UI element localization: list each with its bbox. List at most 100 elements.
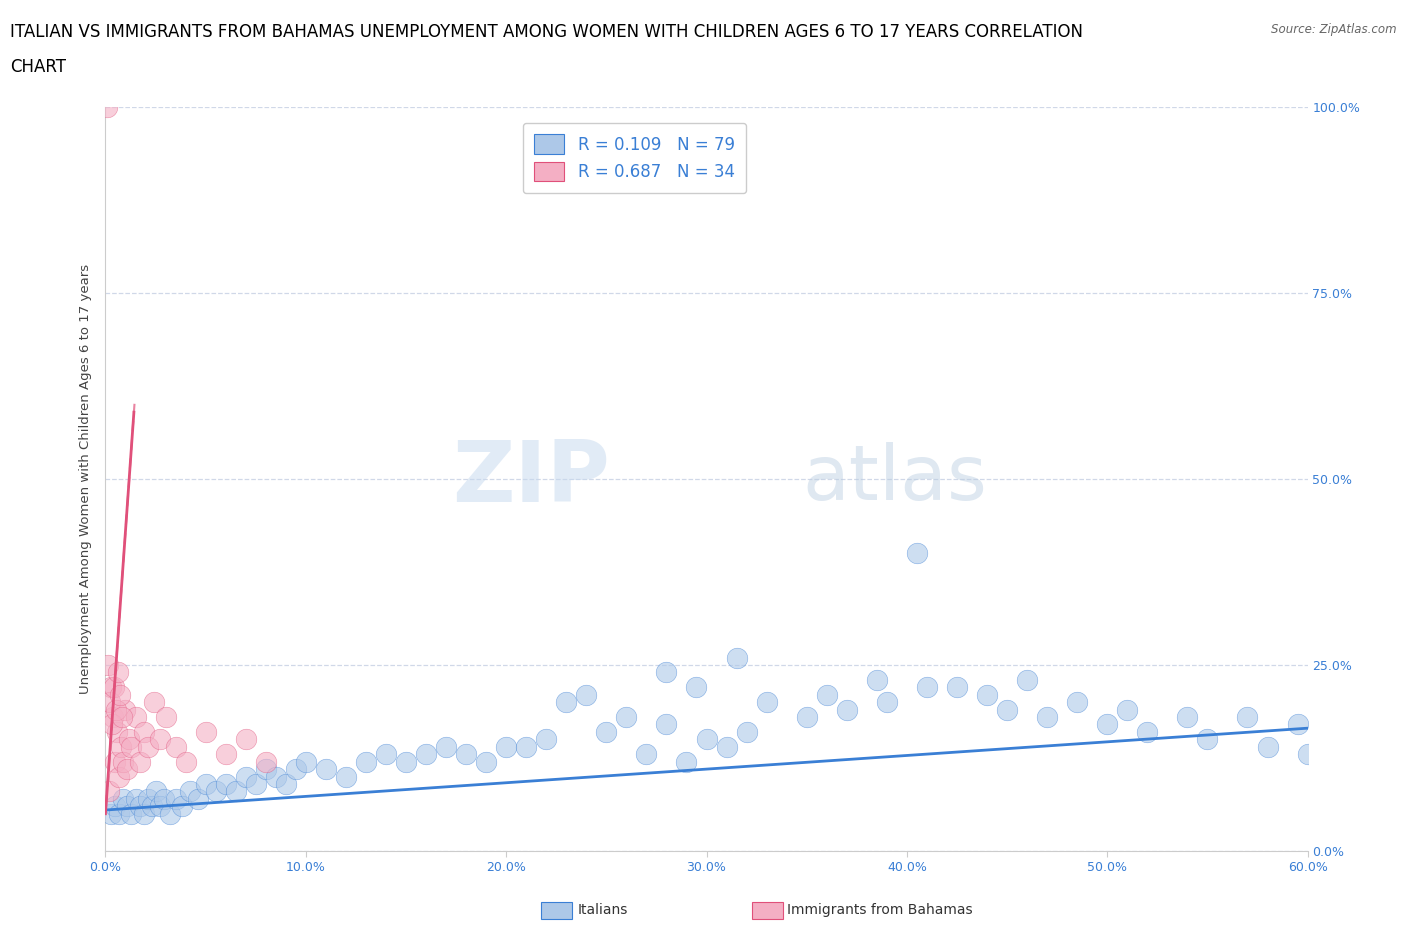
- Point: [170, 799, 193, 814]
- Point: [696, 732, 718, 747]
- Point: [245, 777, 267, 791]
- Point: [1296, 747, 1319, 762]
- Point: [179, 784, 201, 799]
- Point: [735, 724, 758, 739]
- Point: [575, 687, 598, 702]
- Point: [755, 695, 778, 710]
- Point: [264, 769, 287, 784]
- Point: [100, 680, 122, 695]
- Text: atlas: atlas: [803, 442, 987, 516]
- Text: Source: ZipAtlas.com: Source: ZipAtlas.com: [1271, 23, 1396, 36]
- Point: [97, 658, 120, 672]
- Point: [124, 791, 146, 806]
- Point: [1015, 672, 1038, 687]
- Point: [456, 747, 478, 762]
- Point: [915, 680, 938, 695]
- Point: [555, 695, 578, 710]
- Point: [103, 710, 125, 724]
- Point: [685, 680, 707, 695]
- Point: [100, 806, 122, 821]
- Point: [495, 739, 517, 754]
- Legend: R = 0.109   N = 79, R = 0.687   N = 34: R = 0.109 N = 79, R = 0.687 N = 34: [523, 123, 747, 193]
- Point: [335, 769, 357, 784]
- Point: [108, 806, 131, 821]
- Point: [104, 799, 127, 814]
- Point: [187, 791, 209, 806]
- Point: [905, 546, 928, 561]
- Point: [128, 799, 150, 814]
- Point: [515, 739, 537, 754]
- Point: [434, 739, 457, 754]
- Point: [1286, 717, 1309, 732]
- Point: [235, 769, 257, 784]
- Point: [395, 754, 418, 769]
- Point: [725, 650, 748, 665]
- Point: [616, 710, 638, 724]
- Point: [155, 710, 177, 724]
- Point: [636, 747, 658, 762]
- Point: [165, 739, 187, 754]
- Text: ITALIAN VS IMMIGRANTS FROM BAHAMAS UNEMPLOYMENT AMONG WOMEN WITH CHILDREN AGES 6: ITALIAN VS IMMIGRANTS FROM BAHAMAS UNEMP…: [10, 23, 1083, 41]
- Point: [152, 791, 174, 806]
- Point: [655, 717, 678, 732]
- Point: [136, 791, 159, 806]
- Point: [1066, 695, 1088, 710]
- Point: [976, 687, 998, 702]
- Point: [796, 710, 818, 724]
- Point: [1236, 710, 1258, 724]
- Point: [110, 687, 132, 702]
- Point: [141, 799, 163, 814]
- Point: [148, 732, 170, 747]
- Point: [132, 806, 155, 821]
- Point: [117, 762, 139, 777]
- Point: [110, 739, 132, 754]
- Text: CHART: CHART: [10, 58, 66, 75]
- Point: [815, 687, 838, 702]
- Point: [98, 784, 121, 799]
- Point: [254, 754, 277, 769]
- Point: [118, 732, 141, 747]
- Point: [194, 777, 217, 791]
- Point: [284, 762, 307, 777]
- Text: Immigrants from Bahamas: Immigrants from Bahamas: [787, 902, 973, 917]
- Point: [995, 702, 1018, 717]
- Point: [103, 680, 125, 695]
- Point: [315, 762, 337, 777]
- Point: [112, 791, 135, 806]
- Point: [112, 754, 135, 769]
- Point: [174, 754, 197, 769]
- Point: [415, 747, 437, 762]
- Point: [96, 100, 118, 114]
- Point: [159, 806, 181, 821]
- Point: [354, 754, 377, 769]
- Point: [835, 702, 858, 717]
- Point: [374, 747, 398, 762]
- Point: [121, 739, 143, 754]
- Point: [214, 777, 236, 791]
- Y-axis label: Unemployment Among Women with Children Ages 6 to 17 years: Unemployment Among Women with Children A…: [79, 264, 93, 694]
- Point: [101, 717, 124, 732]
- Point: [121, 806, 143, 821]
- Point: [1257, 739, 1279, 754]
- Point: [595, 724, 617, 739]
- Point: [107, 665, 129, 680]
- Text: ZIP: ZIP: [453, 437, 610, 521]
- Point: [946, 680, 969, 695]
- Point: [214, 747, 236, 762]
- Point: [1175, 710, 1198, 724]
- Point: [148, 799, 170, 814]
- Point: [142, 695, 165, 710]
- Point: [675, 754, 697, 769]
- Point: [254, 762, 277, 777]
- Point: [235, 732, 257, 747]
- Point: [117, 799, 139, 814]
- Point: [165, 791, 187, 806]
- Point: [128, 754, 150, 769]
- Point: [1036, 710, 1059, 724]
- Point: [136, 739, 159, 754]
- Point: [132, 724, 155, 739]
- Text: Italians: Italians: [578, 902, 628, 917]
- Point: [655, 665, 678, 680]
- Point: [107, 724, 129, 739]
- Point: [1097, 717, 1119, 732]
